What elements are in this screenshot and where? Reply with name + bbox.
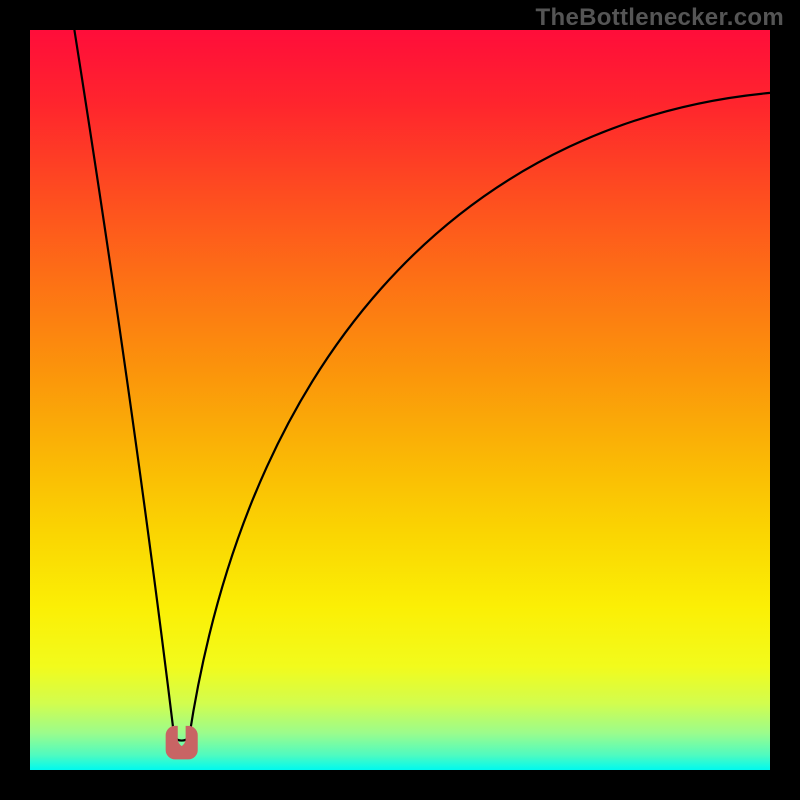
- watermark-text: TheBottlenecker.com: [536, 4, 784, 32]
- chart-frame: TheBottlenecker.com: [0, 0, 800, 800]
- plot-area: [30, 30, 770, 770]
- valley-marker: [30, 30, 770, 770]
